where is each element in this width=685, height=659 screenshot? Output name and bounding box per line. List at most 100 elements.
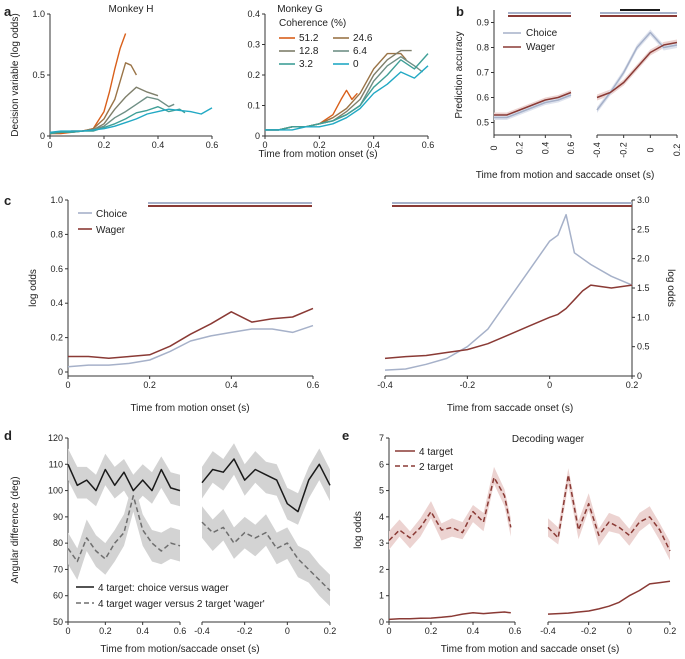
d-ytick-label-7: 120 bbox=[48, 433, 63, 443]
a2-ytick-label-2: 0.2 bbox=[247, 70, 260, 80]
c-left-ytick-label-2: 0.4 bbox=[50, 298, 63, 308]
d-ytick-label-6: 110 bbox=[49, 459, 63, 469]
e-ytick-label-0: 0 bbox=[379, 617, 384, 627]
c-line-left-wager bbox=[68, 307, 314, 359]
panel-e-xlabel: Time from motion and saccade onset (s) bbox=[441, 644, 620, 655]
b-ytick-label-2: 0.7 bbox=[476, 68, 489, 78]
panel-a-label: a bbox=[4, 4, 12, 19]
e-ytick-label-1: 1 bbox=[379, 591, 384, 601]
c-left-ytick-label-5: 1.0 bbox=[50, 195, 63, 205]
a1-ytick-label-2: 1.0 bbox=[32, 9, 45, 19]
e-right-xtick-label-3: 0.2 bbox=[664, 626, 677, 636]
d-left-xtick-label-0: 0 bbox=[65, 626, 70, 636]
a1-series-3.2 bbox=[49, 105, 186, 135]
d-line-right-dashed bbox=[201, 521, 331, 592]
a2-legend-label-3.2: 3.2 bbox=[299, 59, 313, 70]
a2-ytick-label-1: 0.1 bbox=[247, 101, 260, 111]
e-right-xtick-label-2: 0 bbox=[627, 626, 632, 636]
e-line-left-four bbox=[388, 611, 511, 621]
e-ytick-label-7: 7 bbox=[379, 433, 384, 443]
e-band-left-two bbox=[389, 466, 511, 550]
e-band-right-two bbox=[548, 468, 670, 561]
c-left-ytick-label-0: 0 bbox=[58, 367, 63, 377]
a1-ytick-label-0: 0 bbox=[40, 131, 45, 141]
panel-d-xlabel: Time from motion/saccade onset (s) bbox=[100, 644, 259, 655]
e-ylabel: log odds bbox=[353, 511, 364, 549]
c-legend-label-wager: Wager bbox=[96, 225, 126, 236]
c-right-xtick-label-1: -0.2 bbox=[460, 380, 476, 390]
b-line-left-wager bbox=[494, 91, 572, 116]
d-ytick-label-3: 80 bbox=[53, 538, 63, 548]
e-legend-label-two: 2 target bbox=[419, 462, 453, 473]
c-line-left-choice bbox=[67, 324, 314, 368]
e-title: Decoding wager bbox=[512, 434, 585, 445]
a2-xtick-label-1: 0.2 bbox=[313, 140, 326, 150]
e-left-xtick-label-2: 0.4 bbox=[467, 626, 480, 636]
e-legend-label-four: 4 target bbox=[419, 447, 453, 458]
d-ytick-label-0: 50 bbox=[53, 617, 63, 627]
panel-e-label: e bbox=[342, 428, 349, 443]
a2-ytick-label-3: 0.3 bbox=[247, 40, 260, 50]
e-left-xtick-label-3: 0.6 bbox=[509, 626, 522, 636]
a1-xtick-label-3: 0.6 bbox=[206, 140, 219, 150]
c-line-right-wager bbox=[384, 284, 633, 360]
panel-b-label: b bbox=[456, 4, 464, 19]
c-right-ytick-label-4: 2.0 bbox=[637, 254, 650, 264]
d-ytick-label-2: 70 bbox=[53, 564, 63, 574]
b-line-right-wager bbox=[596, 41, 678, 99]
c-left-ytick-label-1: 0.2 bbox=[50, 333, 63, 343]
a1-xtick-label-2: 0.4 bbox=[152, 140, 165, 150]
e-ytick-label-6: 6 bbox=[379, 459, 384, 469]
d-right-xtick-label-2: 0 bbox=[285, 626, 290, 636]
a1-xtick-label-0: 0 bbox=[47, 140, 52, 150]
b-xtick-left-label-0: 0 bbox=[489, 145, 499, 150]
b-xtick-right-label-2: 0 bbox=[645, 147, 655, 152]
a2-xtick-label-0: 0 bbox=[262, 140, 267, 150]
c-left-xtick-label-3: 0.6 bbox=[307, 380, 320, 390]
e-right-xtick-label-1: -0.2 bbox=[581, 626, 597, 636]
d-ytick-label-5: 100 bbox=[48, 486, 63, 496]
c-left-ytick-label-3: 0.6 bbox=[50, 264, 63, 274]
a1-xtick-label-1: 0.2 bbox=[98, 140, 111, 150]
e-left-xtick-label-0: 0 bbox=[386, 626, 391, 636]
c-right-ytick-label-2: 1.0 bbox=[637, 312, 650, 322]
d-left-xtick-label-1: 0.2 bbox=[99, 626, 112, 636]
d-left-xtick-label-2: 0.4 bbox=[136, 626, 149, 636]
panel-c-xlabel-left: Time from motion onset (s) bbox=[130, 403, 249, 414]
panel-c-label: c bbox=[4, 193, 11, 208]
a2-legend-label-12.8: 12.8 bbox=[299, 46, 319, 57]
panel-a-xlabel: Time from motion onset (s) bbox=[258, 149, 377, 160]
a2-ytick-label-4: 0.4 bbox=[247, 9, 260, 19]
b-xtick-left-label-3: 0.6 bbox=[566, 142, 576, 155]
c-left-xtick-label-0: 0 bbox=[65, 380, 70, 390]
c-right-xtick-label-2: 0 bbox=[547, 380, 552, 390]
d-legend-label-solid: 4 target: choice versus wager bbox=[98, 583, 229, 594]
e-ytick-label-3: 3 bbox=[379, 538, 384, 548]
a2-legend-label-24.6: 24.6 bbox=[353, 33, 373, 44]
c-ylabel-left: log odds bbox=[28, 269, 39, 307]
c-right-xtick-label-0: -0.4 bbox=[377, 380, 393, 390]
a2-series-3.2 bbox=[265, 53, 429, 131]
a2-legend-label-6.4: 6.4 bbox=[353, 46, 367, 57]
a2-legend-label-51.2: 51.2 bbox=[299, 33, 319, 44]
a2-title: Monkey G bbox=[277, 4, 323, 15]
b-xtick-left-label-1: 0.2 bbox=[515, 142, 525, 155]
b-legend-label-choice: Choice bbox=[526, 28, 558, 39]
d-band-right-solid bbox=[202, 443, 330, 525]
b-xtick-left-label-2: 0.4 bbox=[540, 142, 550, 155]
a1-series-6.4 bbox=[49, 96, 175, 135]
c-line-right-choice bbox=[384, 213, 633, 371]
d-ylabel: Angular difference (deg) bbox=[10, 476, 21, 583]
a1-series-0 bbox=[49, 107, 213, 133]
c-right-ytick-label-0: 0 bbox=[637, 371, 642, 381]
e-right-xtick-label-0: -0.4 bbox=[540, 626, 556, 636]
e-ytick-label-2: 2 bbox=[379, 564, 384, 574]
d-left-xtick-label-3: 0.6 bbox=[174, 626, 187, 636]
d-band-left-solid bbox=[68, 448, 180, 507]
a2-legend-title: Coherence (%) bbox=[279, 18, 346, 29]
c-right-xtick-label-3: 0.2 bbox=[626, 380, 639, 390]
d-right-xtick-label-0: -0.4 bbox=[194, 626, 210, 636]
b-ytick-label-3: 0.8 bbox=[476, 43, 489, 53]
e-line-left-two bbox=[388, 476, 512, 542]
